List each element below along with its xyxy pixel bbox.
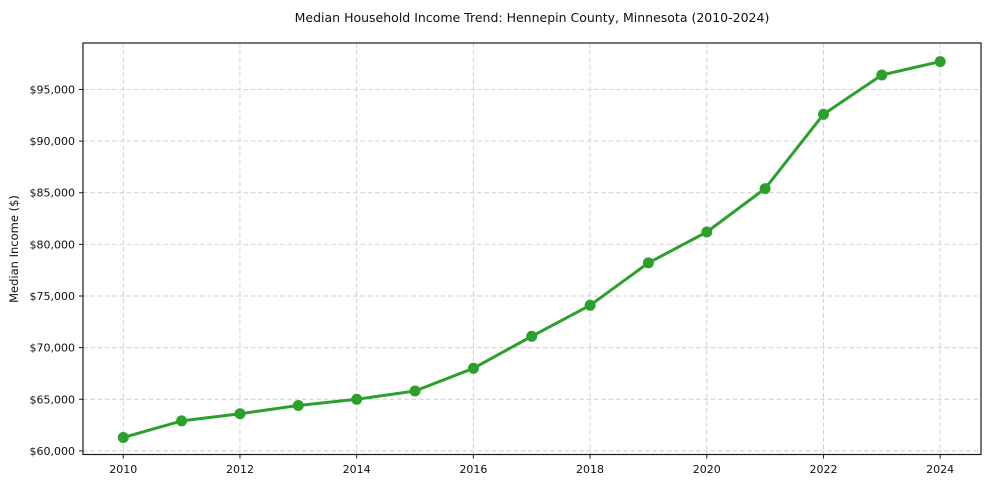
y-tick-label: $60,000 [30,445,76,458]
y-tick-label: $80,000 [30,238,76,251]
data-point [701,226,713,238]
data-point [876,69,888,81]
x-tick-label: 2010 [109,463,137,476]
data-point [642,257,654,269]
data-point [117,432,129,443]
x-tick-label: 2024 [926,463,954,476]
data-point [818,108,829,120]
y-tick-label: $70,000 [30,342,76,355]
x-tick-label: 2014 [343,463,371,476]
data-point [467,362,479,374]
plot-border [82,42,982,456]
data-point [292,400,304,411]
data-point [234,408,246,420]
y-tick-label: $65,000 [30,393,76,406]
x-tick-label: 2012 [226,463,254,476]
data-point [759,183,771,195]
chart-title: Median Household Income Trend: Hennepin … [294,10,770,25]
y-tick-label: $90,000 [30,135,76,148]
trend-line [121,60,942,439]
data-point [934,56,946,68]
data-point [351,393,363,405]
x-tick-label: 2018 [576,463,604,476]
data-point [584,299,596,311]
data-point [526,330,538,342]
data-point [176,415,188,427]
x-tick-label: 2020 [693,463,721,476]
x-tick-label: 2022 [809,463,837,476]
y-tick-label: $75,000 [30,290,76,303]
y-tick-label: $85,000 [30,187,76,200]
y-tick-label: $95,000 [30,83,76,96]
y-axis-label: Median Income ($) [7,195,21,303]
x-tick-label: 2016 [459,463,487,476]
data-point [409,385,421,397]
